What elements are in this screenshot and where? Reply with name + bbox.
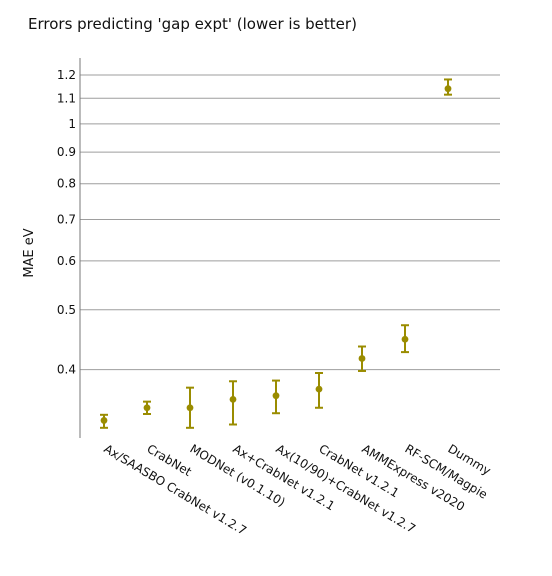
y-tick-label: 1.2 [57, 68, 76, 82]
error-bars [100, 78, 452, 429]
y-tick-label: 0.5 [57, 303, 76, 317]
y-tick-label: 0.8 [57, 177, 76, 191]
grid-lines [80, 74, 500, 371]
data-point [401, 335, 409, 343]
y-tick-label: 0.6 [57, 254, 76, 268]
data-point [272, 392, 280, 400]
data-points [100, 85, 452, 424]
y-tick-labels: 0.4 0.5 0.6 0.7 0.8 0.9 1 1.1 1.2 [57, 68, 76, 377]
y-tick-label: 1.1 [57, 91, 76, 105]
data-point [229, 395, 237, 403]
data-point [143, 404, 151, 412]
chart-title: Errors predicting 'gap expt' (lower is b… [28, 15, 357, 33]
y-tick-label: 0.4 [57, 363, 76, 377]
data-point [186, 404, 194, 412]
data-point [100, 417, 108, 424]
y-tick-label: 1 [68, 117, 76, 131]
y-tick-label: 0.9 [57, 145, 76, 159]
y-tick-label: 0.7 [57, 213, 76, 227]
data-point [315, 385, 323, 393]
y-axis-title: MAE eV [22, 228, 37, 277]
data-point [444, 85, 452, 93]
data-point [358, 355, 366, 362]
